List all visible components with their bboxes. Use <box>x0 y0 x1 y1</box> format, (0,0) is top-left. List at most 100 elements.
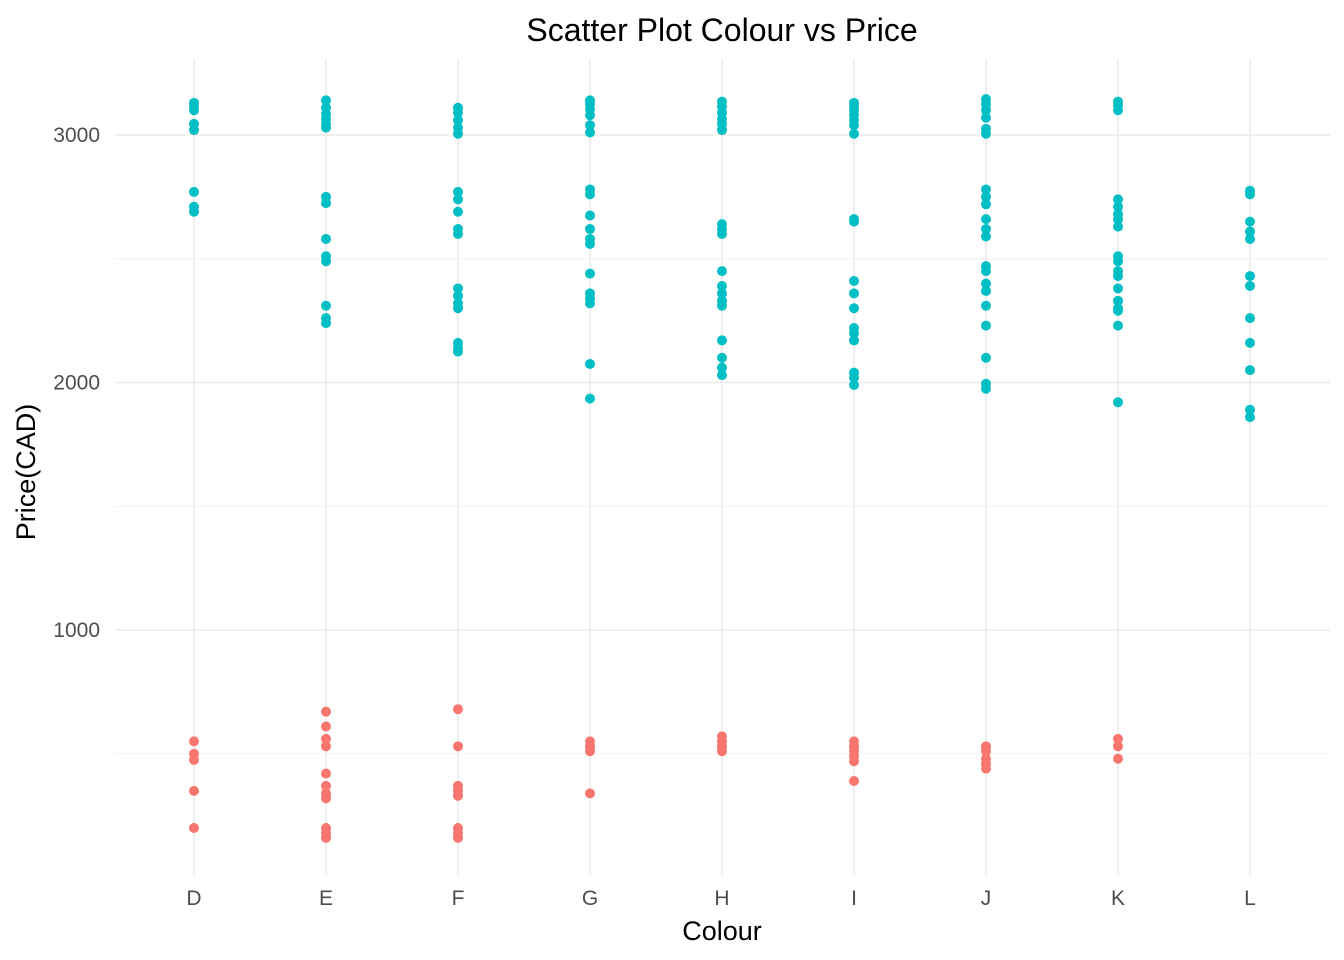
data-point <box>849 276 859 287</box>
x-tick-label: E <box>319 887 333 910</box>
x-tick-label: F <box>452 887 465 910</box>
data-point <box>321 318 331 329</box>
data-point <box>849 775 859 786</box>
data-point <box>1245 271 1255 282</box>
data-point <box>1113 295 1123 306</box>
data-point <box>717 280 727 291</box>
data-point <box>1113 741 1123 752</box>
data-point <box>849 216 859 227</box>
data-point <box>1113 201 1123 212</box>
data-point <box>453 303 463 314</box>
data-point <box>981 199 991 210</box>
data-point <box>717 288 727 299</box>
data-point <box>453 115 463 126</box>
data-point <box>585 120 595 131</box>
data-point <box>849 303 859 314</box>
data-point <box>981 278 991 289</box>
x-tick-label: K <box>1111 887 1125 910</box>
data-point <box>717 229 727 239</box>
data-point <box>849 372 859 383</box>
data-point <box>321 706 331 717</box>
data-point <box>453 790 463 801</box>
data-point <box>1113 397 1123 408</box>
data-point <box>981 383 991 394</box>
data-point <box>1113 256 1123 267</box>
data-point <box>981 112 991 123</box>
data-point <box>453 229 463 239</box>
y-axis-title: Price(CAD) <box>11 404 41 541</box>
data-point <box>453 346 463 357</box>
data-point <box>981 214 991 225</box>
data-point <box>453 186 463 197</box>
data-point <box>321 721 331 732</box>
data-point <box>717 746 727 757</box>
x-tick-label: G <box>582 887 598 910</box>
data-point <box>321 300 331 311</box>
data-point <box>585 110 595 121</box>
data-point <box>189 736 199 747</box>
x-tick-label: H <box>714 887 729 910</box>
data-point <box>1245 313 1255 324</box>
data-point <box>1113 733 1123 744</box>
data-point <box>321 741 331 752</box>
data-point <box>717 300 727 311</box>
data-point <box>1245 280 1255 291</box>
data-point <box>981 231 991 242</box>
data-point <box>189 754 199 765</box>
data-point <box>981 320 991 331</box>
data-point <box>981 266 991 277</box>
data-point <box>717 362 727 373</box>
data-point <box>585 268 595 279</box>
data-point <box>981 191 991 202</box>
x-tick-label: I <box>851 887 857 910</box>
data-point <box>321 793 331 804</box>
data-point <box>189 206 199 217</box>
data-point <box>849 379 859 390</box>
data-point <box>321 832 331 843</box>
data-point <box>981 184 991 195</box>
data-point <box>453 290 463 301</box>
data-point <box>189 105 199 116</box>
data-point <box>585 788 595 799</box>
data-point <box>453 128 463 139</box>
data-point <box>1113 271 1123 282</box>
data-point <box>585 210 595 221</box>
y-axis-ticks: 1000 2000 3000 <box>53 124 100 642</box>
data-point <box>981 352 991 363</box>
x-tick-label: D <box>186 887 201 910</box>
data-point <box>585 224 595 235</box>
data-point <box>717 335 727 346</box>
data-point <box>453 832 463 843</box>
data-point <box>981 128 991 139</box>
data-point <box>321 122 331 133</box>
data-point <box>1113 283 1123 294</box>
data-point <box>189 186 199 197</box>
data-point <box>717 352 727 363</box>
data-point <box>189 823 199 833</box>
data-point <box>1245 404 1255 415</box>
data-point <box>981 746 991 757</box>
data-point <box>1113 214 1123 225</box>
x-axis-title: Colour <box>682 916 762 946</box>
data-point <box>189 125 199 136</box>
data-point <box>849 328 859 338</box>
data-point <box>1113 221 1123 232</box>
data-point <box>981 285 991 296</box>
x-tick-label: J <box>981 887 992 910</box>
x-tick-label: L <box>1244 887 1256 910</box>
data-point <box>849 756 859 767</box>
data-point <box>321 256 331 267</box>
data-point <box>1245 233 1255 244</box>
data-point <box>981 224 991 235</box>
data-point <box>849 120 859 131</box>
data-point <box>981 300 991 311</box>
data-points <box>189 94 1255 843</box>
data-point <box>849 288 859 299</box>
data-point <box>981 105 991 116</box>
data-point <box>1245 189 1255 200</box>
data-point <box>1245 216 1255 227</box>
data-point <box>585 298 595 309</box>
data-point <box>1113 305 1123 316</box>
data-point <box>453 283 463 294</box>
data-point <box>1245 226 1255 237</box>
